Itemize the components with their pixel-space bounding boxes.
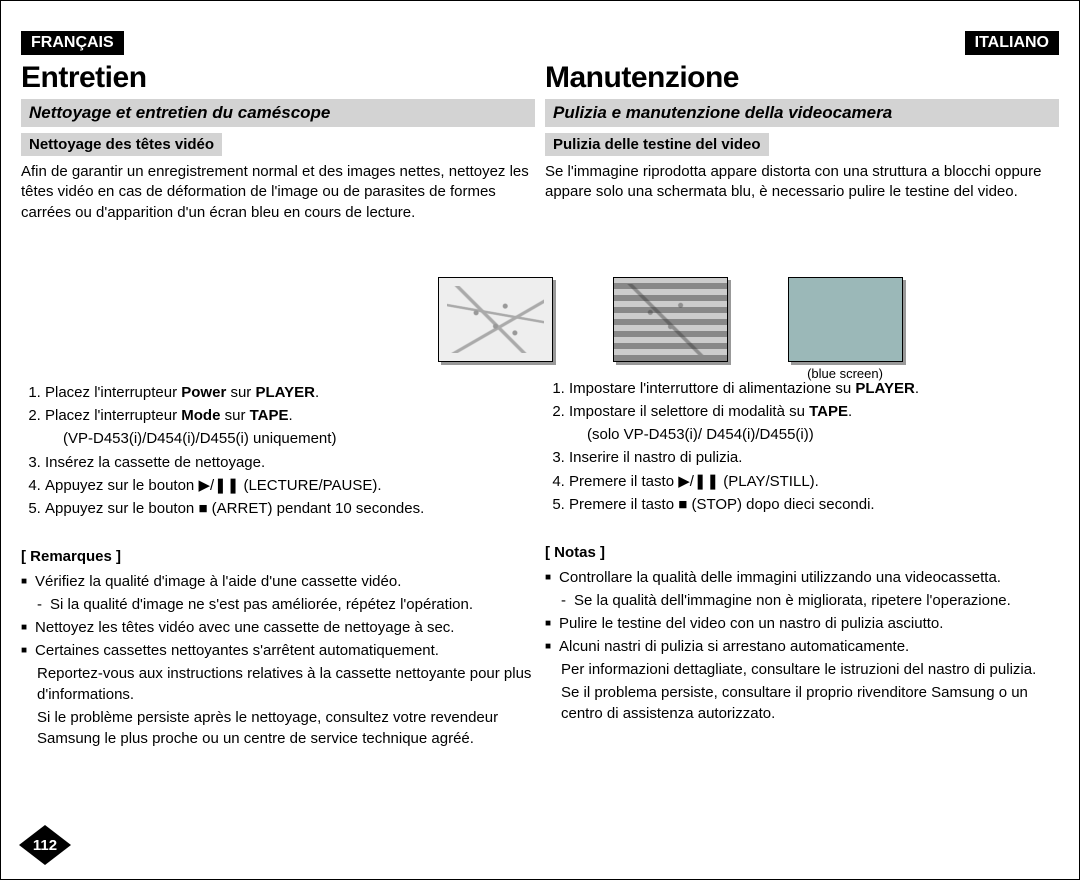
step-2-right: Impostare il selettore di modalità su TA… xyxy=(569,400,1059,447)
blue-caption: (blue screen) xyxy=(788,366,903,381)
lang-badge-fr: FRANÇAIS xyxy=(21,31,124,55)
note-3c2-left: Si le problème persiste après le nettoya… xyxy=(21,707,535,749)
step-2-left: Placez l'interrupteur Mode sur TAPE. (VP… xyxy=(45,404,535,451)
two-column-layout: FRANÇAIS Entretien Nettoyage et entretie… xyxy=(21,31,1059,859)
lang-row-right: ITALIANO xyxy=(545,31,1059,55)
page-number: 112 xyxy=(19,825,71,865)
page-number-badge: 112 xyxy=(19,825,71,865)
notes-title-right: [ Notas ] xyxy=(545,544,1059,561)
note-3-left: Certaines cassettes nettoyantes s'arrête… xyxy=(21,640,535,661)
noise-image-icon xyxy=(613,277,728,362)
note-3-right: Alcuni nastri di pulizia si arrestano au… xyxy=(545,636,1059,657)
lang-badge-it: ITALIANO xyxy=(965,31,1059,55)
note-2-left: Nettoyez les têtes vidéo avec une casset… xyxy=(21,617,535,638)
sub-heading-left: Nettoyage des têtes vidéo xyxy=(21,133,222,156)
figure-distorted xyxy=(438,277,553,381)
intro-right: Se l'immagine riprodotta appare distorta… xyxy=(545,162,1059,203)
notes-title-left: [ Remarques ] xyxy=(21,548,535,565)
note-3c-left: Reportez-vous aux instructions relatives… xyxy=(21,663,535,705)
notes-right: Controllare la qualità delle immagini ut… xyxy=(545,567,1059,726)
note-3c2-right: Se il problema persiste, consultare il p… xyxy=(545,682,1059,724)
step-4-left: Appuyez sur le bouton ▶/❚❚ (LECTURE/PAUS… xyxy=(45,474,535,497)
note-2-right: Pulire le testine del video con un nastr… xyxy=(545,613,1059,634)
lang-row-left: FRANÇAIS xyxy=(21,31,535,55)
figure-noise xyxy=(613,277,728,381)
steps-right: Impostare l'interruttore di alimentazion… xyxy=(551,377,1059,517)
step-4-right: Premere il tasto ▶/❚❚ (PLAY/STILL). xyxy=(569,470,1059,493)
left-column: FRANÇAIS Entretien Nettoyage et entretie… xyxy=(21,31,535,859)
manual-page: FRANÇAIS Entretien Nettoyage et entretie… xyxy=(0,0,1080,880)
step-3-right: Inserire il nastro di pulizia. xyxy=(569,446,1059,469)
sub-heading-right: Pulizia delle testine del video xyxy=(545,133,769,156)
section-heading-left: Nettoyage et entretien du caméscope xyxy=(21,99,535,127)
figures-row: (blue screen) xyxy=(1,277,1079,381)
steps-left: Placez l'interrupteur Power sur PLAYER. … xyxy=(27,381,535,521)
notes-left: Vérifiez la qualité d'image à l'aide d'u… xyxy=(21,571,535,751)
step-5-right: Premere il tasto ■ (STOP) dopo dieci sec… xyxy=(569,493,1059,516)
right-column: ITALIANO Manutenzione Pulizia e manutenz… xyxy=(545,31,1059,859)
step-2-note-right: (solo VP-D453(i)/ D454(i)/D455(i)) xyxy=(587,423,1059,446)
stop-icon: ■ xyxy=(678,496,687,513)
play-pause-icon: ▶/❚❚ xyxy=(678,473,719,490)
title-left: Entretien xyxy=(21,61,535,95)
step-2-note-left: (VP-D453(i)/D454(i)/D455(i) uniquement) xyxy=(63,427,535,450)
note-1-right: Controllare la qualità delle immagini ut… xyxy=(545,567,1059,588)
note-3c-right: Per informazioni dettagliate, consultare… xyxy=(545,659,1059,680)
note-1s-left: Si la qualité d'image ne s'est pas améli… xyxy=(21,594,535,615)
note-1s-right: Se la qualità dell'immagine non è miglio… xyxy=(545,590,1059,611)
note-1-left: Vérifiez la qualité d'image à l'aide d'u… xyxy=(21,571,535,592)
distorted-image-icon xyxy=(438,277,553,362)
section-heading-right: Pulizia e manutenzione della videocamera xyxy=(545,99,1059,127)
figure-blue: (blue screen) xyxy=(788,277,903,381)
intro-left: Afin de garantir un enregistrement norma… xyxy=(21,162,535,223)
blue-screen-icon xyxy=(788,277,903,362)
play-pause-icon: ▶/❚❚ xyxy=(198,477,239,494)
figures-row-wrapper: (blue screen) xyxy=(1,269,1079,387)
stop-icon: ■ xyxy=(198,500,207,517)
title-right: Manutenzione xyxy=(545,61,1059,95)
step-5-left: Appuyez sur le bouton ■ (ARRET) pendant … xyxy=(45,497,535,520)
step-3-left: Insérez la cassette de nettoyage. xyxy=(45,451,535,474)
